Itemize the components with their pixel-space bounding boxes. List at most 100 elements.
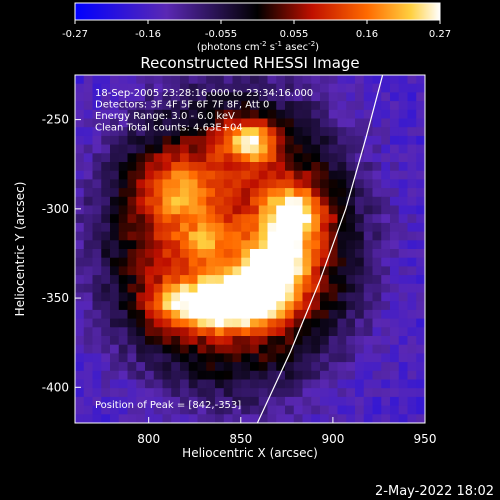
- heatmap-cell: [145, 231, 155, 241]
- heatmap-cell: [276, 127, 286, 137]
- heatmap-cell: [390, 153, 400, 163]
- heatmap-cell: [346, 362, 356, 372]
- heatmap-cell: [346, 309, 356, 320]
- heatmap-cell: [363, 301, 374, 311]
- heatmap-cell: [267, 144, 277, 154]
- heatmap-cell: [363, 344, 374, 354]
- x-tick-label: 850: [229, 432, 252, 446]
- heatmap-cell: [398, 92, 409, 102]
- heatmap-cell: [346, 292, 356, 302]
- heatmap-cell: [267, 101, 277, 111]
- heatmap-cell: [92, 370, 102, 381]
- heatmap-cell: [302, 405, 312, 415]
- colorbar-tick-label: 0.16: [356, 29, 378, 40]
- heatmap-cell: [197, 379, 207, 389]
- heatmap-cell: [92, 222, 102, 233]
- heatmap-cell: [171, 109, 181, 120]
- heatmap-cell: [250, 179, 260, 189]
- heatmap-cell: [197, 222, 207, 233]
- heatmap-cell: [293, 179, 304, 189]
- heatmap-cell: [162, 318, 172, 328]
- heatmap-cell: [302, 266, 312, 276]
- heatmap-cell: [355, 405, 365, 415]
- heatmap-cell: [355, 257, 365, 267]
- heatmap-cell: [328, 327, 339, 337]
- heatmap-cell: [311, 301, 321, 311]
- heatmap-cell: [407, 309, 417, 320]
- heatmap-cell: [101, 292, 111, 302]
- heatmap-cell: [136, 414, 146, 423]
- heatmap-cell: [153, 249, 164, 259]
- heatmap-cell: [92, 318, 102, 328]
- heatmap-cell: [381, 292, 391, 302]
- heatmap-cell: [136, 327, 146, 337]
- heatmap-cell: [267, 205, 277, 215]
- heatmap-cell: [398, 240, 409, 250]
- heatmap-cell: [320, 170, 330, 180]
- heatmap-cell: [75, 222, 85, 233]
- heatmap-cell: [171, 257, 181, 267]
- heatmap-cell: [127, 214, 137, 224]
- heatmap-cell: [346, 153, 356, 163]
- heatmap-cell: [101, 327, 111, 337]
- heatmap-cell: [416, 362, 425, 372]
- heatmap-cell: [127, 283, 137, 294]
- heatmap-cell: [390, 344, 400, 354]
- heatmap-cell: [258, 179, 269, 189]
- heatmap-cell: [206, 327, 216, 337]
- heatmap-cell: [232, 196, 242, 207]
- heatmap-cell: [346, 379, 356, 389]
- heatmap-cell: [337, 336, 347, 346]
- heatmap-cell: [355, 362, 365, 372]
- heatmap-cell: [346, 353, 356, 363]
- heatmap-cell: [381, 362, 391, 372]
- heatmap-cell: [206, 214, 216, 224]
- heatmap-cell: [206, 370, 216, 381]
- heatmap-cell: [337, 327, 347, 337]
- heatmap-cell: [302, 318, 312, 328]
- heatmap-cell: [398, 283, 409, 294]
- heatmap-cell: [320, 109, 330, 120]
- heatmap-cell: [355, 170, 365, 180]
- heatmap-cell: [180, 188, 190, 198]
- heatmap-cell: [390, 109, 400, 120]
- heatmap-cell: [276, 405, 286, 415]
- heatmap-cell: [92, 231, 102, 241]
- heatmap-cell: [145, 379, 155, 389]
- heatmap-cell: [180, 127, 190, 137]
- heatmap-cell: [223, 379, 234, 389]
- heatmap-cell: [355, 92, 365, 102]
- heatmap-cell: [101, 188, 111, 198]
- heatmap-cell: [302, 388, 312, 398]
- heatmap-cell: [110, 336, 120, 346]
- heatmap-cell: [258, 257, 269, 267]
- heatmap-cell: [416, 135, 425, 146]
- heatmap-cell: [101, 153, 111, 163]
- heatmap-cell: [381, 109, 391, 120]
- heatmap-cell: [250, 405, 260, 415]
- heatmap-cell: [145, 249, 155, 259]
- heatmap-cell: [276, 196, 286, 207]
- heatmap-cell: [206, 249, 216, 259]
- heatmap-cell: [285, 301, 295, 311]
- heatmap-cell: [311, 92, 321, 102]
- heatmap-cell: [381, 231, 391, 241]
- heatmap-cell: [355, 292, 365, 302]
- heatmap-cell: [250, 92, 260, 102]
- heatmap-cell: [302, 214, 312, 224]
- heatmap-cell: [398, 414, 409, 423]
- heatmap-cell: [145, 240, 155, 250]
- heatmap-cell: [127, 135, 137, 146]
- heatmap-cell: [398, 118, 409, 128]
- heatmap-cell: [267, 344, 277, 354]
- heatmap-cell: [110, 144, 120, 154]
- heatmap-cell: [363, 240, 374, 250]
- heatmap-cell: [381, 170, 391, 180]
- heatmap-cell: [92, 205, 102, 215]
- heatmap-cell: [83, 414, 94, 423]
- colorbar-tick-label: -0.27: [62, 29, 88, 40]
- heatmap-cell: [407, 75, 417, 85]
- heatmap-cell: [328, 301, 339, 311]
- heatmap-cell: [276, 327, 286, 337]
- heatmap-cell: [136, 109, 146, 120]
